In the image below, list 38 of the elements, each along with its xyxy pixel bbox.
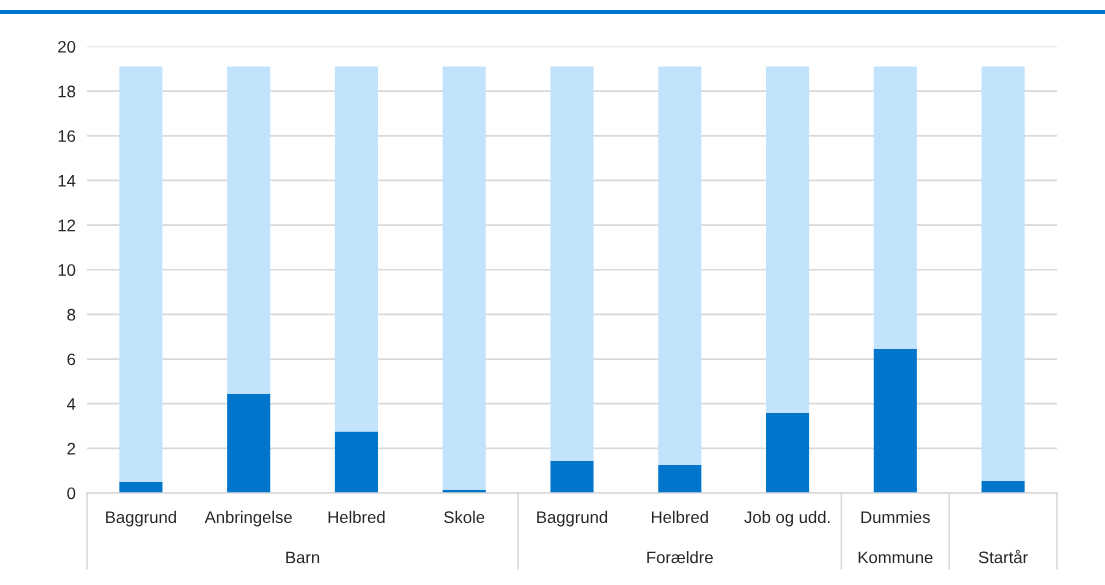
bar xyxy=(119,66,163,482)
text: Forældre xyxy=(647,551,713,564)
x-tick-label: Baggrund xyxy=(106,510,176,527)
y-tick-label: 0 xyxy=(67,487,76,500)
bar xyxy=(658,66,702,466)
x-tick-label: Anbringelse xyxy=(204,510,292,527)
bar xyxy=(227,393,271,493)
bar xyxy=(442,66,486,490)
y-tick-label: 14 xyxy=(58,175,76,187)
text: Kommune xyxy=(858,551,933,564)
bar xyxy=(873,349,917,493)
x-tick-label: Job og udd. xyxy=(744,510,830,527)
bar xyxy=(334,431,378,493)
text: Barn xyxy=(286,551,320,564)
bar xyxy=(658,465,702,493)
bar xyxy=(766,66,810,413)
y-tick-label: 2 xyxy=(67,442,76,455)
y-tick-label: 20 xyxy=(58,40,76,53)
bar xyxy=(334,66,378,432)
bar xyxy=(766,412,810,493)
y-tick-label: 18 xyxy=(58,85,76,98)
y-tick-label: 12 xyxy=(58,219,76,232)
bar xyxy=(227,66,271,394)
x-tick-label: Skole xyxy=(444,510,485,524)
bar xyxy=(550,66,594,461)
x-tick-label: Dummies xyxy=(861,510,930,524)
y-tick-label: 8 xyxy=(67,308,76,321)
text: Startår xyxy=(978,549,1028,564)
bar xyxy=(550,460,594,493)
y-tick-label: 4 xyxy=(67,398,76,410)
y-tick-label: 16 xyxy=(58,130,76,142)
x-tick-label: Helbred xyxy=(651,510,708,524)
x-tick-label: Baggrund xyxy=(537,510,608,527)
y-tick-label: 10 xyxy=(58,264,76,276)
bar xyxy=(981,66,1025,481)
x-tick-label: Helbred xyxy=(328,510,385,524)
bar xyxy=(873,66,917,349)
y-tick-label: 6 xyxy=(67,353,76,366)
